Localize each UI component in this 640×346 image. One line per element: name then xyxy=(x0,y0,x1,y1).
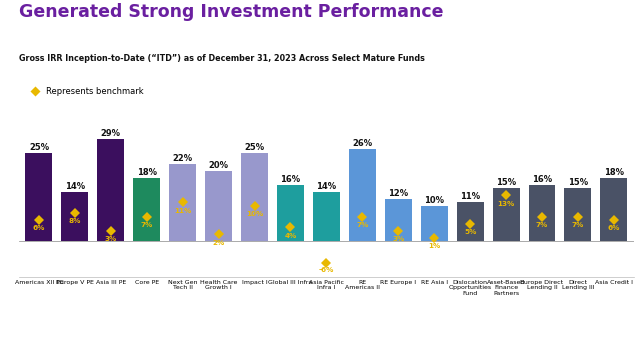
Legend: Represents benchmark: Represents benchmark xyxy=(24,84,147,99)
Text: 2%: 2% xyxy=(212,240,225,246)
Text: 16%: 16% xyxy=(280,175,301,184)
Bar xyxy=(493,188,520,242)
Text: 12%: 12% xyxy=(388,189,408,198)
Bar xyxy=(277,185,304,242)
Bar xyxy=(529,185,556,242)
Bar xyxy=(205,171,232,242)
Bar xyxy=(133,178,160,242)
Text: 7%: 7% xyxy=(536,222,548,228)
Text: 25%: 25% xyxy=(29,143,49,152)
Text: 3%: 3% xyxy=(392,236,404,242)
Text: 5%: 5% xyxy=(464,229,476,235)
Bar xyxy=(241,153,268,242)
Text: 11%: 11% xyxy=(460,192,480,201)
Bar xyxy=(349,149,376,242)
Text: 15%: 15% xyxy=(496,178,516,187)
Text: 22%: 22% xyxy=(173,154,193,163)
Text: 7%: 7% xyxy=(141,222,153,228)
Bar xyxy=(169,164,196,242)
Bar xyxy=(313,192,340,242)
Text: 10%: 10% xyxy=(424,196,444,205)
Text: 14%: 14% xyxy=(65,182,85,191)
Bar xyxy=(26,153,52,242)
Bar xyxy=(420,206,447,242)
Text: 14%: 14% xyxy=(316,182,337,191)
Bar xyxy=(600,178,627,242)
Text: Gross IRR Inception-to-Date (“ITD”) as of December 31, 2023 Across Select Mature: Gross IRR Inception-to-Date (“ITD”) as o… xyxy=(19,54,425,63)
Text: 6%: 6% xyxy=(607,226,620,231)
Text: Generated Strong Investment Performance: Generated Strong Investment Performance xyxy=(19,3,444,21)
Text: 13%: 13% xyxy=(497,201,515,207)
Text: 16%: 16% xyxy=(532,175,552,184)
Bar xyxy=(457,202,484,242)
Text: 10%: 10% xyxy=(246,211,263,217)
Bar xyxy=(61,192,88,242)
Text: 15%: 15% xyxy=(568,178,588,187)
Text: 25%: 25% xyxy=(244,143,264,152)
Text: 20%: 20% xyxy=(209,161,228,170)
Text: 8%: 8% xyxy=(68,218,81,225)
Text: 11%: 11% xyxy=(174,208,191,214)
Text: 26%: 26% xyxy=(352,139,372,148)
Bar xyxy=(97,139,124,242)
Text: 7%: 7% xyxy=(572,222,584,228)
Text: 18%: 18% xyxy=(137,168,157,177)
Text: 18%: 18% xyxy=(604,168,624,177)
Text: 4%: 4% xyxy=(284,233,296,239)
Bar xyxy=(564,188,591,242)
Text: -6%: -6% xyxy=(319,267,334,273)
Text: 3%: 3% xyxy=(105,236,117,242)
Text: 7%: 7% xyxy=(356,222,369,228)
Text: 6%: 6% xyxy=(33,226,45,231)
Text: 29%: 29% xyxy=(101,129,121,138)
Bar xyxy=(385,199,412,242)
Text: 1%: 1% xyxy=(428,243,440,249)
